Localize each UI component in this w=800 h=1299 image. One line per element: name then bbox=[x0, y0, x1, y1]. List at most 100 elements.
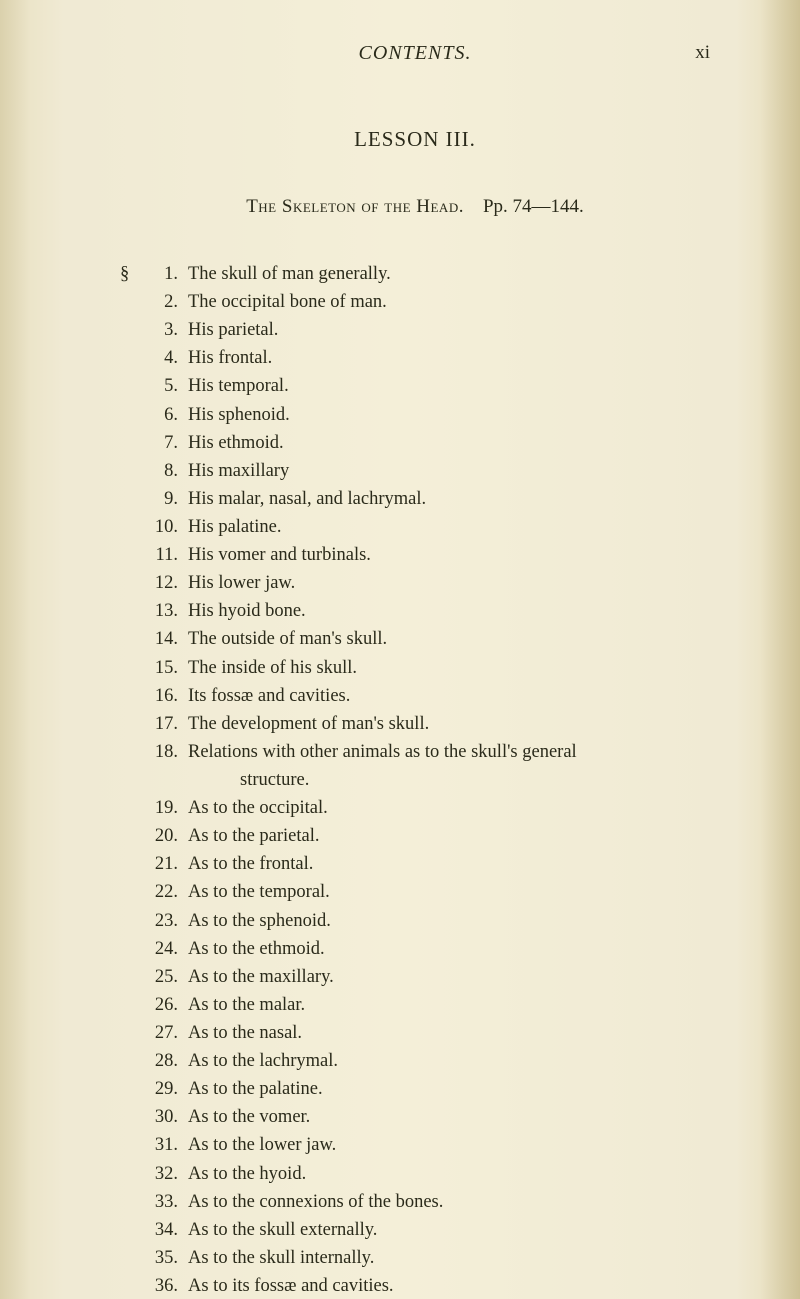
item-number: 32. bbox=[142, 1160, 188, 1188]
section-mark bbox=[120, 372, 142, 400]
item-number: 4. bbox=[142, 344, 188, 372]
page-number: xi bbox=[695, 42, 710, 64]
section-mark bbox=[120, 766, 142, 794]
list-item: 8.His maxillary bbox=[120, 457, 710, 485]
item-text: His lower jaw. bbox=[188, 569, 710, 597]
section-mark bbox=[120, 991, 142, 1019]
list-item: 33.As to the connexions of the bones. bbox=[120, 1188, 710, 1216]
list-item: 35.As to the skull internally. bbox=[120, 1244, 710, 1272]
item-text: His ethmoid. bbox=[188, 429, 710, 457]
item-number: 26. bbox=[142, 991, 188, 1019]
item-text: Its fossæ and cavities. bbox=[188, 682, 710, 710]
section-mark bbox=[120, 597, 142, 625]
running-title: CONTENTS. bbox=[359, 42, 472, 65]
section-mark bbox=[120, 1019, 142, 1047]
item-number: 13. bbox=[142, 597, 188, 625]
running-head: CONTENTS. xi bbox=[120, 42, 710, 65]
list-item: 31.As to the lower jaw. bbox=[120, 1131, 710, 1159]
item-number: 33. bbox=[142, 1188, 188, 1216]
item-number: 5. bbox=[142, 372, 188, 400]
page: CONTENTS. xi LESSON III. The Skeleton of… bbox=[0, 0, 800, 1299]
lesson-heading: LESSON III. bbox=[120, 127, 710, 152]
list-item: 7.His ethmoid. bbox=[120, 429, 710, 457]
section-mark bbox=[120, 1131, 142, 1159]
item-number: 22. bbox=[142, 878, 188, 906]
item-number: 6. bbox=[142, 401, 188, 429]
item-number: 24. bbox=[142, 935, 188, 963]
item-text: His parietal. bbox=[188, 316, 710, 344]
item-number: 14. bbox=[142, 625, 188, 653]
item-text: As to the temporal. bbox=[188, 878, 710, 906]
item-number: 36. bbox=[142, 1272, 188, 1299]
section-mark bbox=[120, 1216, 142, 1244]
item-text: As to the hyoid. bbox=[188, 1160, 710, 1188]
list-item: 24.As to the ethmoid. bbox=[120, 935, 710, 963]
list-item: 2.The occipital bone of man. bbox=[120, 288, 710, 316]
section-mark bbox=[120, 429, 142, 457]
item-number: 11. bbox=[142, 541, 188, 569]
list-item: 27.As to the nasal. bbox=[120, 1019, 710, 1047]
section-mark bbox=[120, 344, 142, 372]
section-mark bbox=[120, 794, 142, 822]
section-mark bbox=[120, 457, 142, 485]
item-text: The skull of man generally. bbox=[188, 260, 710, 288]
section-mark bbox=[120, 401, 142, 429]
item-text: The outside of man's skull. bbox=[188, 625, 710, 653]
list-item: 4.His frontal. bbox=[120, 344, 710, 372]
item-number: 8. bbox=[142, 457, 188, 485]
item-text: Relations with other animals as to the s… bbox=[188, 738, 710, 766]
section-mark bbox=[120, 1103, 142, 1131]
list-item: 36.As to its fossæ and cavities. bbox=[120, 1272, 710, 1299]
list-item: 9.His malar, nasal, and lachrymal. bbox=[120, 485, 710, 513]
item-number: 16. bbox=[142, 682, 188, 710]
page-shadow-right bbox=[760, 0, 800, 1299]
list-item: 13.His hyoid bone. bbox=[120, 597, 710, 625]
section-mark bbox=[120, 878, 142, 906]
list-item: 25.As to the maxillary. bbox=[120, 963, 710, 991]
item-text: His sphenoid. bbox=[188, 401, 710, 429]
page-range: Pp. 74—144. bbox=[483, 196, 584, 217]
chapter-name: The Skeleton of the Head. bbox=[246, 196, 464, 217]
section-mark bbox=[120, 1047, 142, 1075]
list-item: 32.As to the hyoid. bbox=[120, 1160, 710, 1188]
item-text: His frontal. bbox=[188, 344, 710, 372]
list-item: 20.As to the parietal. bbox=[120, 822, 710, 850]
item-text: As to the ethmoid. bbox=[188, 935, 710, 963]
item-text: As to the occipital. bbox=[188, 794, 710, 822]
list-item: 26.As to the malar. bbox=[120, 991, 710, 1019]
item-text: His maxillary bbox=[188, 457, 710, 485]
section-mark bbox=[120, 541, 142, 569]
list-item: 3.His parietal. bbox=[120, 316, 710, 344]
item-number: 20. bbox=[142, 822, 188, 850]
item-number: 21. bbox=[142, 850, 188, 878]
item-text: As to the parietal. bbox=[188, 822, 710, 850]
section-mark bbox=[120, 1160, 142, 1188]
section-mark bbox=[120, 485, 142, 513]
item-number: 9. bbox=[142, 485, 188, 513]
list-item: 18.Relations with other animals as to th… bbox=[120, 738, 710, 766]
chapter-title: The Skeleton of the Head. Pp. 74—144. bbox=[120, 196, 710, 218]
item-number: 3. bbox=[142, 316, 188, 344]
section-mark bbox=[120, 907, 142, 935]
item-number: 10. bbox=[142, 513, 188, 541]
item-text: As to the malar. bbox=[188, 991, 710, 1019]
item-number: 18. bbox=[142, 738, 188, 766]
item-number: 17. bbox=[142, 710, 188, 738]
item-number: 25. bbox=[142, 963, 188, 991]
item-text: The inside of his skull. bbox=[188, 654, 710, 682]
item-text: The occipital bone of man. bbox=[188, 288, 710, 316]
item-text-cont: structure. bbox=[188, 766, 710, 794]
item-text: As to the vomer. bbox=[188, 1103, 710, 1131]
item-number: 27. bbox=[142, 1019, 188, 1047]
section-mark bbox=[120, 1075, 142, 1103]
item-text: As to the lachrymal. bbox=[188, 1047, 710, 1075]
section-mark bbox=[120, 288, 142, 316]
item-number: 34. bbox=[142, 1216, 188, 1244]
list-item: §1.The skull of man generally. bbox=[120, 260, 710, 288]
item-number: 12. bbox=[142, 569, 188, 597]
item-number: 23. bbox=[142, 907, 188, 935]
list-item: 29.As to the palatine. bbox=[120, 1075, 710, 1103]
item-text: As to its fossæ and cavities. bbox=[188, 1272, 710, 1299]
section-mark bbox=[120, 654, 142, 682]
list-item: 30.As to the vomer. bbox=[120, 1103, 710, 1131]
